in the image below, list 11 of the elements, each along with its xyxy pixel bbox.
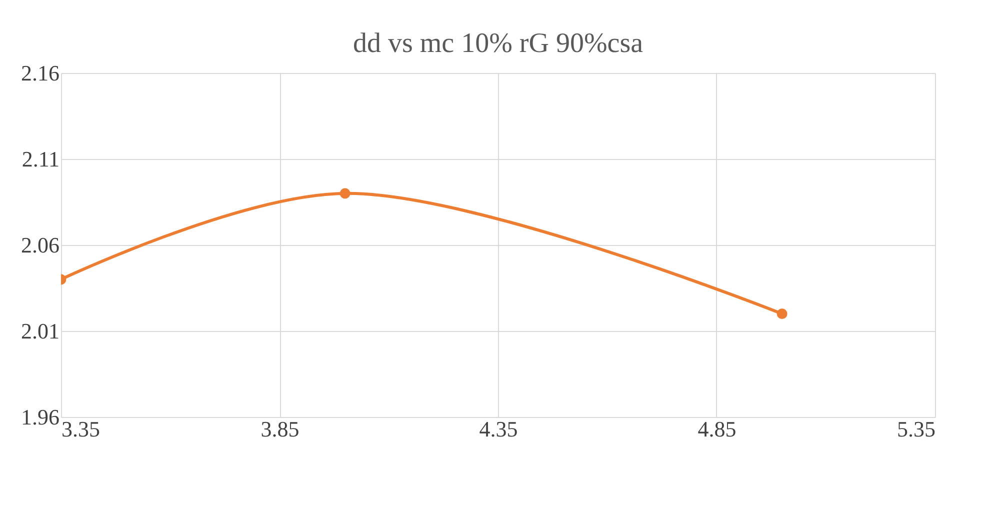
x-tick-label: 5.35 [897,416,936,442]
y-tick-label: 2.06 [21,232,60,258]
x-tick-label: 3.85 [260,416,300,442]
x-tick-label: 3.35 [62,416,100,442]
chart-title: dd vs mc 10% rG 90%csa [352,28,644,59]
y-tick-label: 2.01 [21,318,60,344]
x-tick-label: 4.35 [479,416,518,442]
y-tick-label: 2.16 [21,60,60,86]
x-tick-label: 4.85 [698,416,736,442]
y-tick-label: 1.96 [21,404,60,430]
y-tick-label: 2.11 [22,146,60,172]
